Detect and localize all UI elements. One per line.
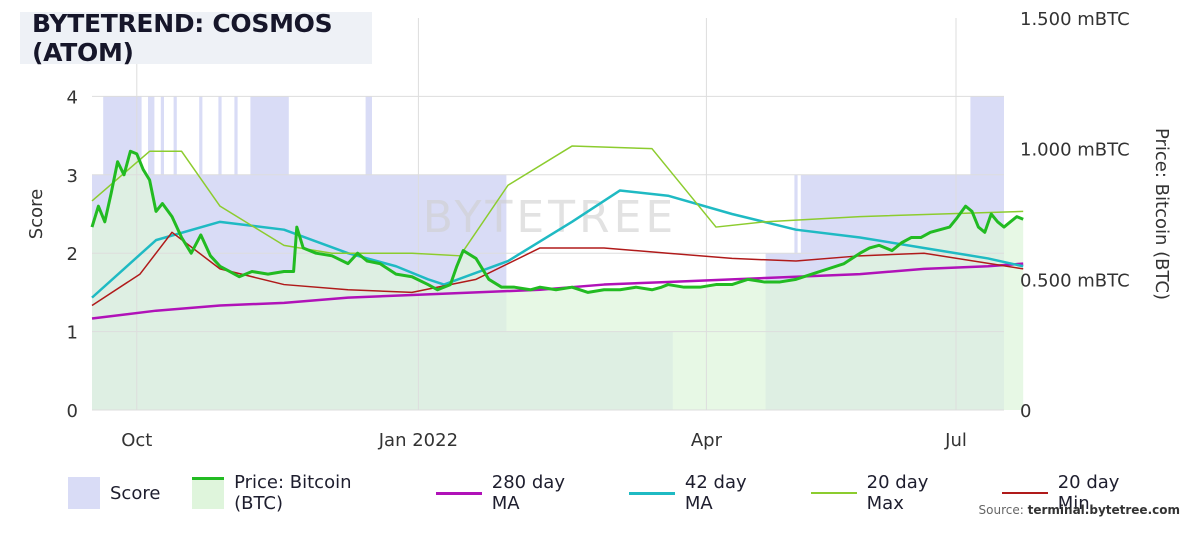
y-right-label: Price: Bitcoin (BTC) [1151,128,1172,300]
y-right-tick-0: 0 [1020,401,1031,422]
legend-label-min20: 20 day Min [1057,472,1120,514]
source-label: Source: [978,503,1024,517]
y-left-tick-4: 4 [67,87,78,108]
y-left-tick-3: 3 [67,166,78,187]
legend-item-min20[interactable]: 20 day Min [1002,472,1156,514]
y-right-tick-2: 1.000 mBTC [1020,140,1130,161]
price-line [90,149,1024,294]
legend-swatch-score [68,477,100,509]
legend-item-max20[interactable]: 20 day Max [811,472,970,514]
legend-label-ma280: 280 day MA [491,472,565,514]
y-left-tick-0: 0 [67,401,78,422]
x-tick-0: Oct [121,430,152,451]
x-tick-1: Jan 2022 [378,430,458,451]
legend-label-score: Score [110,482,161,504]
chart-title: BYTETREND: COSMOS (ATOM) [32,9,333,67]
source-site: terminal.bytetree.com [1027,503,1180,517]
price-area [92,151,1024,410]
legend-label-ma42: 42 day MA [684,472,747,514]
legend-item-ma42[interactable]: 42 day MA [629,472,779,514]
legend-swatch-max20 [811,492,857,494]
y-left-tick-2: 2 [67,244,78,265]
legend-swatch-min20 [1002,492,1048,494]
legend-item-ma280[interactable]: 280 day MA [436,472,597,514]
x-tick-2: Apr [691,430,723,451]
legend-swatch-ma280 [436,491,482,495]
y-left-label: Score [26,189,47,239]
y-right-tick-1: 0.500 mBTC [1020,270,1130,291]
legend-swatch-price [192,477,225,509]
legend-label-max20: 20 day Max [866,472,929,514]
chart-title-box: BYTETREND: COSMOS (ATOM) [20,9,372,67]
y-left-tick-1: 1 [67,323,78,344]
ma42-line [91,189,1024,299]
legend-swatch-ma42 [629,491,675,495]
x-tick-3: Jul [944,430,967,451]
y-right-tick-3: 1.500 mBTC [1020,9,1130,30]
legend-label-price: Price: Bitcoin (BTC) [234,472,352,514]
legend-item-score[interactable]: Score [68,477,160,509]
source-note: Source: terminal.bytetree.com [979,503,1180,517]
min20-line [91,231,1024,307]
legend-item-price[interactable]: Price: Bitcoin (BTC) [192,472,404,514]
watermark: BYTETREE [423,192,677,243]
legend: Score Price: Bitcoin (BTC) 280 day MA 42… [68,472,1188,514]
